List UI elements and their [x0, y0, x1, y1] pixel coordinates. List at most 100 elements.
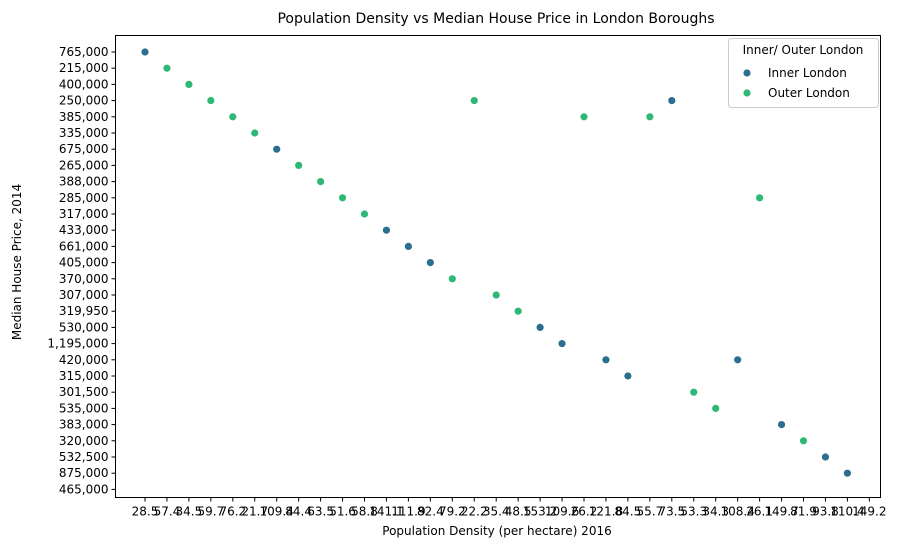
y-tick-label: 661,000 — [59, 239, 109, 253]
x-tick-label: 48.5 — [505, 505, 532, 519]
y-tick-label: 405,000 — [59, 256, 109, 270]
point-outer-london — [799, 436, 808, 446]
y-tick-label: 315,000 — [59, 369, 109, 383]
point-inner-london — [425, 258, 435, 268]
point-outer-london — [755, 193, 764, 203]
y-tick-label: 388,000 — [59, 175, 109, 189]
point-outer-london — [579, 112, 589, 122]
y-tick-label: 1,195,000 — [47, 337, 108, 351]
y-tick-label: 317,000 — [59, 207, 109, 221]
y-tick-label: 385,000 — [59, 110, 109, 124]
y-tick-label: 675,000 — [59, 142, 109, 156]
x-tick-label: 79.2 — [439, 505, 466, 519]
point-inner-london — [403, 241, 413, 251]
y-axis: 765,000 215,000 400,000 250,000 385,000 335,0… — [47, 45, 116, 496]
x-tick-label: 84.5 — [615, 505, 642, 519]
x-tick-label: 34.5 — [176, 505, 203, 519]
data-points — [140, 47, 852, 478]
legend-marker-outer-london — [742, 88, 752, 98]
x-tick-label: 93.8 — [812, 505, 839, 519]
point-outer-london — [206, 96, 216, 105]
y-tick-label: 765,000 — [59, 45, 109, 59]
y-tick-label: 532,500 — [59, 450, 109, 464]
x-tick-label: 28.5 — [132, 505, 159, 519]
point-outer-london — [294, 160, 304, 170]
point-outer-london — [469, 96, 479, 105]
point-inner-london — [777, 420, 786, 430]
x-tick-label: 58.8 — [351, 505, 378, 519]
x-tick-label: 57.4 — [154, 505, 181, 519]
point-outer-london — [360, 209, 369, 219]
x-tick-label: 35.4 — [483, 505, 510, 519]
x-tick-label: 121.8 — [589, 505, 623, 519]
y-axis-label: Median House Price, 2014 — [10, 184, 24, 340]
point-inner-london — [140, 47, 150, 57]
y-tick-label: 535,000 — [59, 401, 109, 415]
point-inner-london — [821, 452, 830, 462]
point-outer-london — [316, 177, 326, 187]
point-outer-london — [338, 193, 347, 203]
y-tick-label: 320,000 — [59, 434, 109, 448]
y-tick-label: 465,000 — [59, 482, 109, 496]
x-axis: 28.557.434.559.776.221.7109.484.463.551.… — [132, 497, 887, 519]
y-tick-label: 383,000 — [59, 418, 109, 432]
x-tick-label: 26.2 — [571, 505, 598, 519]
x-tick-label: 141.1 — [369, 505, 403, 519]
x-tick-label: 149.2 — [852, 505, 886, 519]
y-tick-label: 250,000 — [59, 94, 109, 108]
point-inner-london — [667, 96, 677, 105]
legend-items: Inner London Outer London — [742, 66, 850, 100]
y-tick-label: 370,000 — [59, 272, 109, 286]
x-axis-label: Population Density (per hectare) 2016 — [382, 524, 611, 538]
legend-label-inner-london: Inner London — [768, 66, 847, 80]
legend-marker-inner-london — [742, 68, 752, 78]
x-tick-label: 34.3 — [702, 505, 729, 519]
x-tick-label: 109.4 — [260, 505, 294, 519]
y-tick-label: 420,000 — [59, 353, 109, 367]
x-tick-label: 108.4 — [720, 505, 754, 519]
x-tick-label: 111.9 — [391, 505, 425, 519]
x-tick-label: 110.4 — [830, 505, 864, 519]
point-inner-london — [535, 322, 545, 332]
point-outer-london — [447, 274, 457, 284]
y-tick-label: 265,000 — [59, 158, 109, 172]
point-outer-london — [250, 128, 260, 138]
x-tick-label: 26.1 — [746, 505, 773, 519]
point-inner-london — [557, 339, 567, 349]
point-outer-london — [711, 403, 721, 413]
legend: Inner/ Outer London Inner London Outer Lo… — [728, 38, 879, 108]
y-tick-label: 875,000 — [59, 466, 109, 480]
x-tick-label: 63.5 — [307, 505, 334, 519]
point-inner-london — [733, 355, 743, 365]
y-tick-label: 301,500 — [59, 385, 109, 399]
x-tick-label: 51.6 — [329, 505, 356, 519]
plot-area — [115, 35, 881, 498]
y-tick-label: 433,000 — [59, 223, 109, 237]
x-tick-label: 153.2 — [523, 505, 557, 519]
y-tick-label: 307,000 — [59, 288, 109, 302]
point-outer-london — [184, 80, 194, 89]
x-tick-label: 82.4 — [417, 505, 444, 519]
x-tick-label: 109.6 — [545, 505, 579, 519]
y-tick-label: 319,950 — [59, 304, 109, 318]
point-inner-london — [623, 371, 633, 381]
point-outer-london — [162, 63, 172, 73]
legend-title: Inner/ Outer London — [743, 43, 864, 57]
x-tick-label: 84.4 — [285, 505, 312, 519]
x-tick-label: 73.5 — [658, 505, 685, 519]
x-tick-label: 149.7 — [764, 505, 798, 519]
x-tick-label: 59.7 — [197, 505, 224, 519]
y-tick-label: 335,000 — [59, 126, 109, 140]
y-tick-label: 215,000 — [59, 61, 109, 75]
y-tick-label: 285,000 — [59, 191, 109, 205]
point-outer-london — [513, 306, 523, 316]
x-tick-label: 81.9 — [790, 505, 817, 519]
point-outer-london — [689, 387, 699, 397]
point-inner-london — [382, 225, 391, 235]
point-outer-london — [645, 112, 655, 122]
chart-title: Population Density vs Median House Price… — [277, 11, 714, 27]
point-inner-london — [601, 355, 611, 365]
x-tick-label: 21.7 — [241, 505, 268, 519]
y-tick-label: 530,000 — [59, 320, 109, 334]
